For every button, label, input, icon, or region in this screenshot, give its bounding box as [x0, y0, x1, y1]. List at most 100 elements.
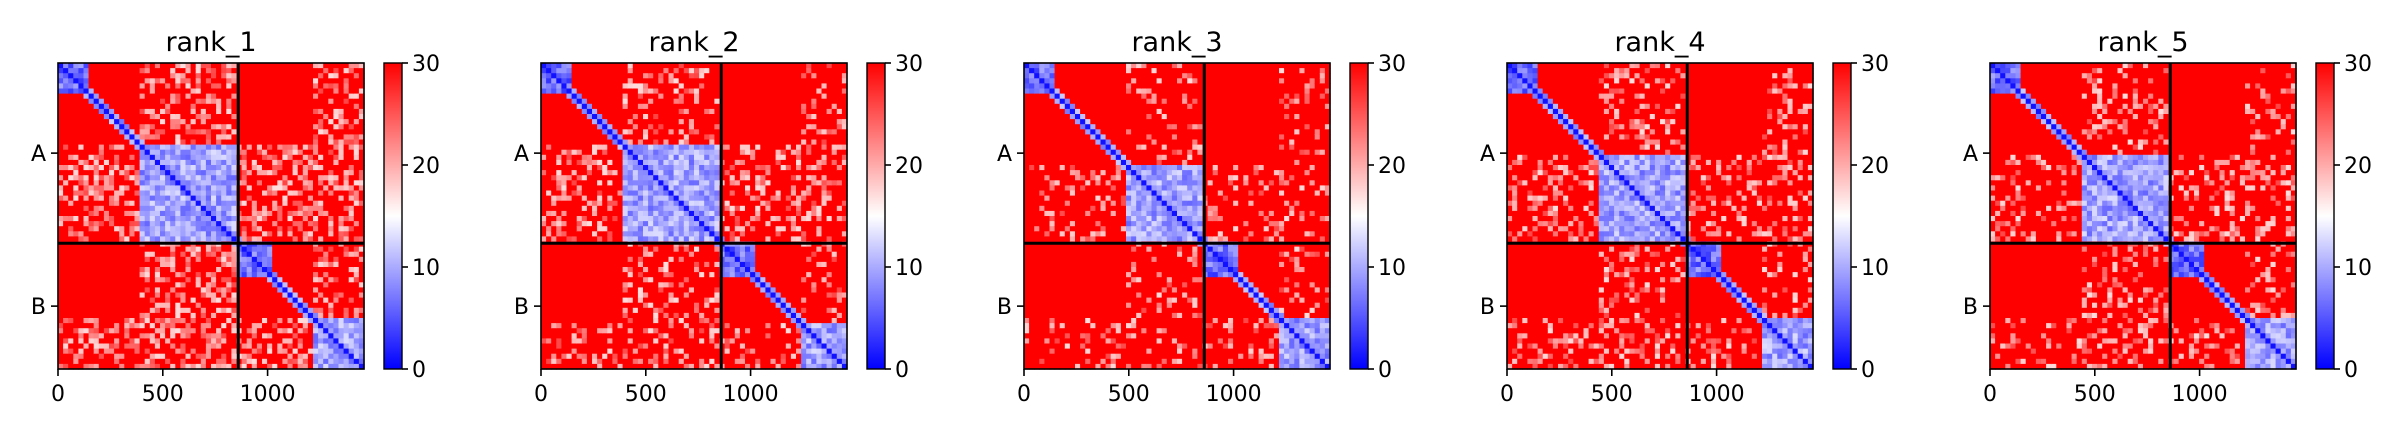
heatmap-cell [241, 93, 248, 100]
heatmap-cell [653, 323, 659, 329]
heatmap-cell [216, 256, 222, 263]
heatmap-cell [185, 343, 192, 350]
heatmap-cell [241, 73, 248, 79]
heatmap-cell [328, 343, 334, 350]
heatmap-cell [200, 328, 207, 334]
heatmap-cell [124, 139, 130, 146]
heatmap-cell [586, 73, 593, 79]
heatmap-cell [546, 287, 552, 294]
heatmap-cell [114, 190, 120, 197]
heatmap-cell [88, 83, 95, 90]
heatmap-cell [68, 312, 74, 319]
heatmap-cell [627, 63, 634, 69]
heatmap-cell [338, 323, 345, 329]
heatmap-cell [612, 312, 619, 319]
heatmap-cell [323, 328, 329, 334]
heatmap-cell [581, 103, 588, 110]
heatmap-cell [602, 68, 608, 74]
heatmap-cell [160, 333, 166, 339]
heatmap-cell [313, 267, 319, 273]
heatmap-cell [643, 226, 649, 232]
heatmap-cell [109, 170, 115, 176]
heatmap-cell [216, 343, 222, 350]
heatmap-cell [63, 149, 69, 156]
heatmap-cell [88, 170, 95, 176]
heatmap-cell [256, 134, 263, 141]
heatmap-cell [648, 205, 654, 212]
heatmap-cell [643, 180, 649, 186]
heatmap-cell [185, 363, 192, 370]
heatmap-cell [597, 154, 603, 161]
heatmap-cell [561, 307, 568, 314]
heatmap-cell [58, 221, 64, 227]
heatmap-cell [114, 88, 120, 95]
heatmap-cell [287, 302, 294, 309]
heatmap-cell [612, 93, 619, 100]
heatmap-cell [221, 307, 227, 314]
heatmap-cell [160, 68, 166, 74]
heatmap-cell [216, 251, 222, 258]
heatmap-cell [154, 287, 161, 294]
heatmap-cell [653, 251, 659, 258]
heatmap-cell [93, 328, 100, 334]
heatmap-cell [165, 307, 171, 314]
heatmap-cell [592, 287, 598, 294]
heatmap-cell [170, 200, 176, 207]
heatmap-cell [617, 246, 624, 253]
heatmap-cell [241, 78, 248, 84]
heatmap-cell [103, 124, 110, 130]
heatmap-cell [576, 108, 583, 115]
heatmap-cell [251, 282, 258, 288]
heatmap-cell [185, 63, 192, 69]
heatmap-cell [93, 63, 100, 69]
heatmap-cell [256, 88, 263, 95]
heatmap-cell [190, 134, 197, 141]
heatmap-cell [653, 63, 659, 69]
heatmap-cell [353, 93, 360, 100]
heatmap-cell [353, 267, 360, 273]
heatmap-cell [134, 292, 141, 299]
heatmap-cell [338, 88, 345, 95]
heatmap-cell [246, 185, 253, 192]
heatmap-cell [262, 98, 268, 105]
heatmap-cell [63, 83, 69, 90]
heatmap-cell [216, 149, 222, 156]
heatmap-cell [226, 221, 232, 227]
heatmap-cell [68, 88, 74, 95]
heatmap-cell [607, 98, 613, 105]
heatmap-cell [160, 251, 166, 258]
heatmap-cell [617, 348, 624, 355]
heatmap-cell [328, 256, 334, 263]
heatmap-cell [88, 180, 95, 186]
heatmap-cell [343, 190, 350, 197]
heatmap-cell [313, 323, 319, 329]
heatmap-cell [63, 78, 69, 84]
heatmap-cell [272, 108, 278, 115]
heatmap-cell [231, 246, 238, 253]
heatmap-cell [58, 205, 64, 212]
heatmap-cell [612, 323, 619, 329]
heatmap-cell [221, 348, 227, 355]
heatmap-cell [149, 124, 156, 130]
heatmap-cell [576, 363, 583, 370]
heatmap-cell [251, 68, 258, 74]
heatmap-cell [348, 312, 355, 319]
heatmap-cell [160, 338, 166, 345]
heatmap-cell [200, 114, 207, 120]
heatmap-cell [165, 108, 171, 115]
heatmap-cell [551, 312, 557, 319]
heatmap-cell [139, 185, 146, 192]
heatmap-cell [139, 195, 146, 202]
heatmap-cell [93, 93, 100, 100]
heatmap-cell [637, 180, 644, 186]
heatmap-cell [165, 328, 171, 334]
heatmap-cell [262, 185, 268, 192]
heatmap-cell [185, 108, 192, 115]
heatmap-cell [251, 328, 258, 334]
heatmap-cell [592, 88, 598, 95]
heatmap-cell [612, 297, 619, 304]
heatmap-cell [246, 261, 253, 268]
heatmap-cell [267, 83, 273, 90]
heatmap-cell [109, 216, 115, 222]
heatmap-cell [556, 73, 562, 79]
